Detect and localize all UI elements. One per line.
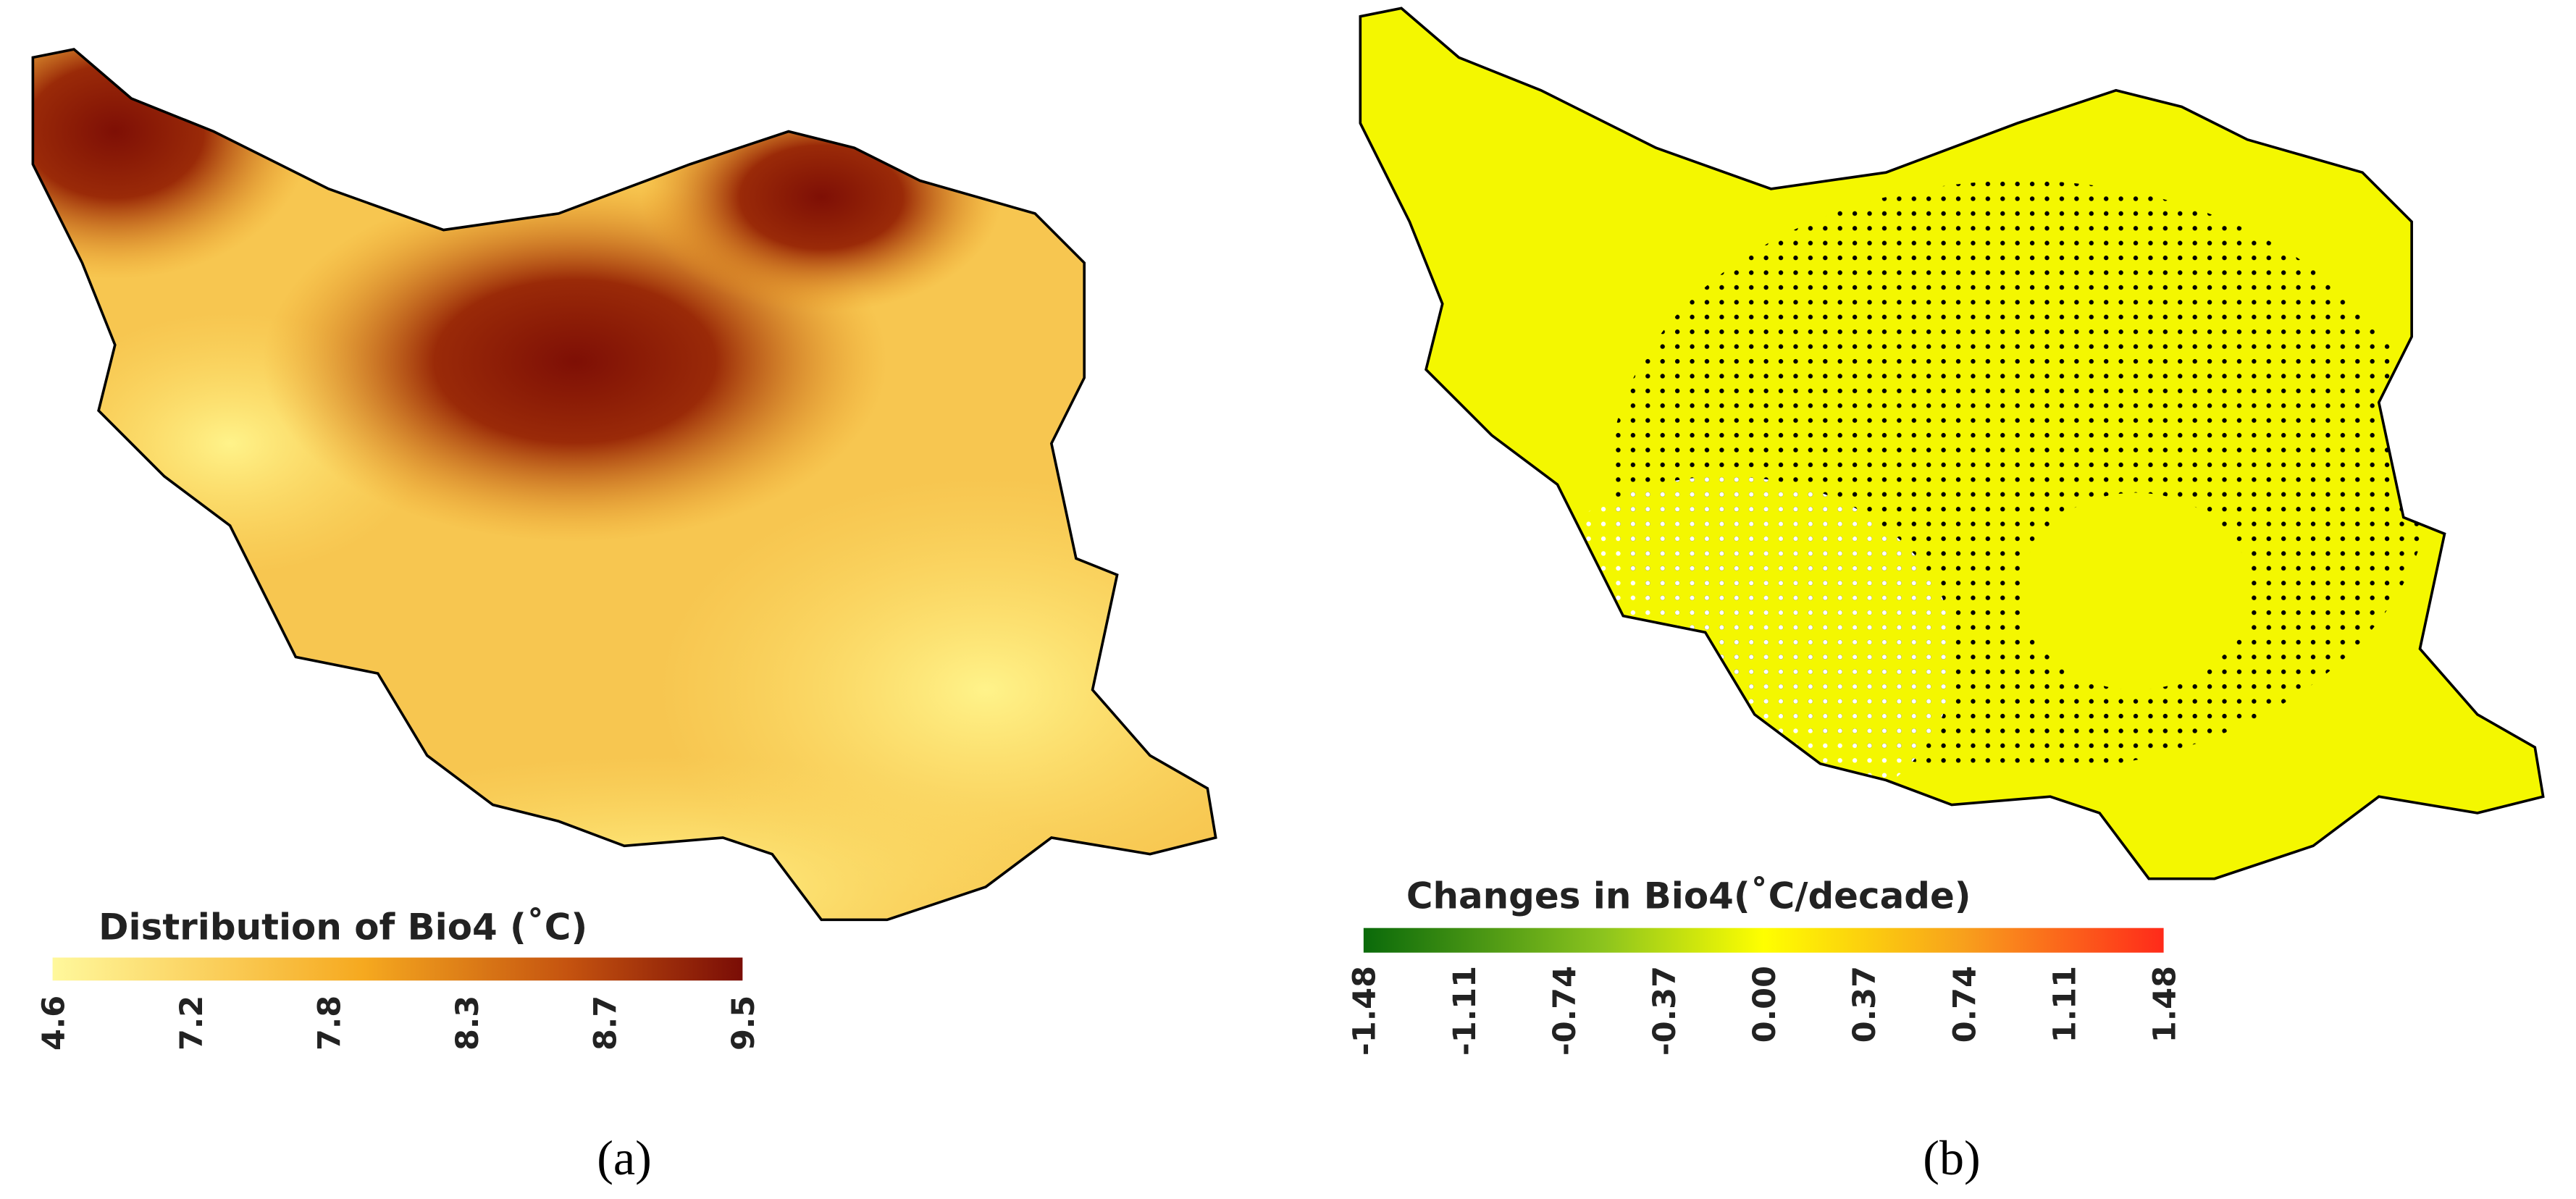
legend-tick-label: 7.2	[174, 996, 210, 1051]
legend-tick-label: 0.00	[1747, 966, 1783, 1043]
legend-tick-label: 7.8	[312, 996, 348, 1051]
legend-tick-label: 1.11	[2047, 966, 2083, 1043]
caption: (a)	[597, 1130, 652, 1185]
legend-tick-label: -1.48	[1347, 966, 1383, 1056]
legend-tick-label: 0.74	[1947, 966, 1983, 1043]
colorbar	[52, 957, 743, 981]
legend-title: Distribution of Bio4 (˚C)	[98, 906, 587, 948]
legend-tick-label: 9.5	[726, 996, 762, 1051]
legend-tick-label: 8.3	[450, 996, 486, 1051]
map-a	[31, 48, 1217, 922]
legend-tick-label: -0.37	[1647, 966, 1683, 1056]
colorbar	[1363, 927, 2164, 953]
legend-tick-label: 0.37	[1847, 966, 1883, 1043]
legend-tick-label: 1.48	[2147, 966, 2183, 1043]
legend-title: Changes in Bio4(˚C/decade)	[1406, 875, 1971, 917]
legend-tick-label: -1.11	[1447, 966, 1483, 1056]
legend-tick-label: 4.6	[35, 996, 72, 1051]
caption: (b)	[1923, 1130, 1980, 1185]
legend-tick-label: 8.7	[588, 996, 624, 1051]
map-b	[1359, 7, 2545, 880]
legend-tick-label: -0.74	[1547, 966, 1583, 1056]
legend-b: Changes in Bio4(˚C/decade) -1.48 -1.11 -0.…	[1347, 875, 2183, 1056]
legend-a: Distribution of Bio4 (˚C) 4.6 7.2 7.8 8.3 8.…	[35, 906, 762, 1051]
